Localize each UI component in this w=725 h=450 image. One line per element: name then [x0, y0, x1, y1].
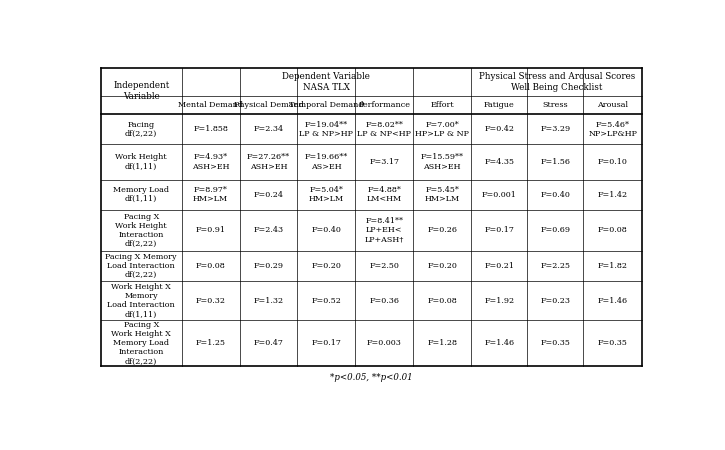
- Text: F=0.003: F=0.003: [367, 339, 402, 347]
- Text: F=1.32: F=1.32: [254, 297, 283, 305]
- Text: Arousal: Arousal: [597, 101, 629, 109]
- Text: F=1.28: F=1.28: [427, 339, 457, 347]
- Text: F=2.25: F=2.25: [540, 262, 571, 270]
- Text: F=4.93*
ASH>EH: F=4.93* ASH>EH: [192, 153, 229, 171]
- Text: Temporal Demand: Temporal Demand: [289, 101, 364, 109]
- Text: Work Height X
Memory
Load Interaction
df(1,11): Work Height X Memory Load Interaction df…: [107, 283, 175, 318]
- Text: Dependent Variable
NASA TLX: Dependent Variable NASA TLX: [283, 72, 370, 92]
- Text: F=0.36: F=0.36: [369, 297, 399, 305]
- Text: F=0.52: F=0.52: [312, 297, 341, 305]
- Text: F=0.23: F=0.23: [540, 297, 571, 305]
- Text: Effort: Effort: [431, 101, 454, 109]
- Text: F=0.29: F=0.29: [254, 262, 283, 270]
- Text: F=0.24: F=0.24: [254, 191, 283, 199]
- Text: F=1.46: F=1.46: [597, 297, 628, 305]
- Text: F=19.04**
LP & NP>HP: F=19.04** LP & NP>HP: [299, 121, 353, 138]
- Text: F=8.41**
LP+EH<
LP+ASH†: F=8.41** LP+EH< LP+ASH†: [365, 217, 404, 243]
- Text: F=0.26: F=0.26: [427, 226, 457, 234]
- Text: F=1.25: F=1.25: [196, 339, 225, 347]
- Text: F=0.08: F=0.08: [598, 226, 628, 234]
- Text: F=0.35: F=0.35: [540, 339, 570, 347]
- Text: F=5.46*
NP>LP&HP: F=5.46* NP>LP&HP: [589, 121, 637, 138]
- Text: Pacing
df(2,22): Pacing df(2,22): [125, 121, 157, 138]
- Text: F=2.34: F=2.34: [254, 125, 283, 133]
- Text: F=0.40: F=0.40: [540, 191, 570, 199]
- Text: F=0.21: F=0.21: [484, 262, 514, 270]
- Text: F=5.45*
HM>LM: F=5.45* HM>LM: [425, 186, 460, 203]
- Text: F=1.858: F=1.858: [193, 125, 228, 133]
- Text: F=1.42: F=1.42: [597, 191, 628, 199]
- Text: F=0.91: F=0.91: [196, 226, 225, 234]
- Text: F=0.40: F=0.40: [312, 226, 341, 234]
- Text: F=0.32: F=0.32: [196, 297, 225, 305]
- Text: Stress: Stress: [542, 101, 568, 109]
- Text: F=0.35: F=0.35: [598, 339, 628, 347]
- Text: F=8.02**
LP & NP<HP: F=8.02** LP & NP<HP: [357, 121, 411, 138]
- Text: F=0.08: F=0.08: [427, 297, 457, 305]
- Text: F=7.00*
HP>LP & NP: F=7.00* HP>LP & NP: [415, 121, 469, 138]
- Text: F=0.17: F=0.17: [484, 226, 514, 234]
- Text: Pacing X
Work Height
Interaction
df(2,22): Pacing X Work Height Interaction df(2,22…: [115, 212, 167, 248]
- Text: F=4.88*
LM<HM: F=4.88* LM<HM: [367, 186, 402, 203]
- Text: F=0.42: F=0.42: [484, 125, 514, 133]
- Text: Memory Load
df(1,11): Memory Load df(1,11): [113, 186, 169, 203]
- Text: F=0.10: F=0.10: [598, 158, 628, 166]
- Text: F=0.17: F=0.17: [312, 339, 341, 347]
- Text: F=3.29: F=3.29: [540, 125, 571, 133]
- Text: F=8.97*
HM>LM: F=8.97* HM>LM: [193, 186, 228, 203]
- Text: F=5.04*
HM>LM: F=5.04* HM>LM: [309, 186, 344, 203]
- Text: F=4.35: F=4.35: [484, 158, 514, 166]
- Text: Work Height
df(1,11): Work Height df(1,11): [115, 153, 167, 171]
- Text: Physical Stress and Arousal Scores
Well Being Checklist: Physical Stress and Arousal Scores Well …: [478, 72, 635, 92]
- Text: F=1.92: F=1.92: [484, 297, 514, 305]
- Text: Pacing X
Work Height X
Memory Load
Interaction
df(2,22): Pacing X Work Height X Memory Load Inter…: [111, 321, 171, 365]
- Text: F=2.43: F=2.43: [254, 226, 283, 234]
- Text: F=15.59**
ASH>EH: F=15.59** ASH>EH: [420, 153, 464, 171]
- Text: F=0.001: F=0.001: [481, 191, 517, 199]
- Text: F=27.26**
ASH>EH: F=27.26** ASH>EH: [247, 153, 290, 171]
- Text: F=3.17: F=3.17: [369, 158, 399, 166]
- Text: F=1.82: F=1.82: [598, 262, 628, 270]
- Text: F=1.46: F=1.46: [484, 339, 514, 347]
- Text: *p<0.05, **p<0.01: *p<0.05, **p<0.01: [331, 374, 413, 382]
- Text: Mental Demand: Mental Demand: [178, 101, 243, 109]
- Text: Fatigue: Fatigue: [484, 101, 515, 109]
- Text: F=19.66**
AS>EH: F=19.66** AS>EH: [304, 153, 348, 171]
- Text: F=2.50: F=2.50: [370, 262, 399, 270]
- Text: Physical Demand: Physical Demand: [233, 101, 304, 109]
- Text: Performance: Performance: [358, 101, 410, 109]
- Text: F=1.56: F=1.56: [540, 158, 571, 166]
- Text: Pacing X Memory
Load Interaction
df(2,22): Pacing X Memory Load Interaction df(2,22…: [105, 253, 177, 279]
- Text: F=0.20: F=0.20: [427, 262, 457, 270]
- Text: F=0.08: F=0.08: [196, 262, 225, 270]
- Text: F=0.47: F=0.47: [254, 339, 283, 347]
- Text: Independent
Variable: Independent Variable: [113, 81, 170, 101]
- Text: F=0.69: F=0.69: [540, 226, 571, 234]
- Text: F=0.20: F=0.20: [312, 262, 341, 270]
